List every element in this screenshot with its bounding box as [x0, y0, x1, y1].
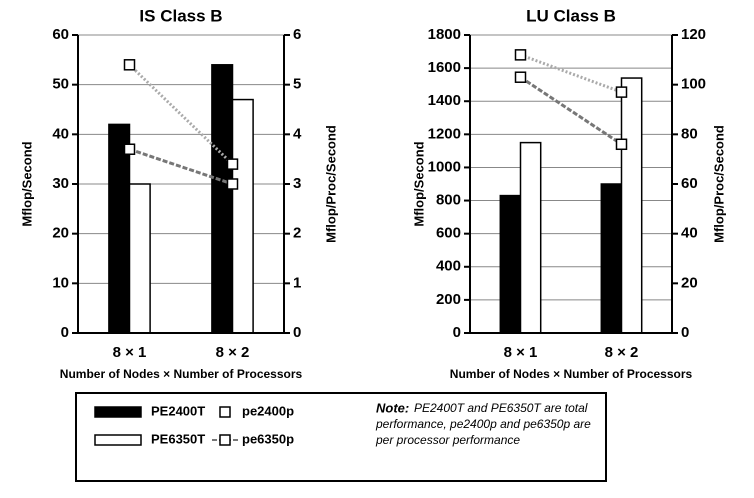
x-tick-label: 8 × 2 [216, 344, 250, 361]
y2-tick-label: 6 [293, 26, 301, 43]
chart-title: IS Class B [139, 6, 222, 25]
marker [514, 71, 527, 83]
y2-tick-label: 1 [293, 274, 301, 291]
y-tick-label: 30 [52, 175, 69, 192]
x-axis-label: Number of Nodes × Number of Processors [450, 367, 693, 381]
y-tick-label: 200 [436, 291, 461, 308]
y2-tick-label: 60 [681, 175, 698, 192]
y2-tick-label: 100 [681, 76, 706, 93]
marker [615, 86, 628, 98]
line [519, 75, 623, 146]
note-label: Note: [376, 400, 409, 415]
y-tick-label: 50 [52, 76, 69, 93]
y-axis-label: Mflop/Second [19, 141, 34, 226]
bar [211, 64, 234, 334]
y-tick-label: 1400 [428, 92, 461, 109]
legend-label: PE6350T [151, 431, 205, 446]
y2-tick-label: 3 [293, 175, 301, 192]
marker [226, 158, 239, 170]
x-tick-label: 8 × 1 [113, 344, 147, 361]
marker [226, 178, 239, 190]
note-text: PE2400T and PE6350T are total [414, 401, 588, 415]
legend-swatch [94, 406, 142, 418]
y-tick-label: 1600 [428, 59, 461, 76]
y2-tick-label: 20 [681, 274, 698, 291]
x-tick-label: 8 × 1 [504, 344, 538, 361]
y-tick-label: 0 [61, 324, 69, 341]
line [129, 147, 233, 186]
legend-label: pe2400p [242, 403, 294, 418]
y2-tick-label: 5 [293, 76, 301, 93]
chart-title: LU Class B [526, 6, 616, 25]
y2-tick-label: 0 [293, 324, 301, 341]
x-tick-label: 8 × 2 [605, 344, 639, 361]
y2-tick-label: 120 [681, 26, 706, 43]
legend-marker [219, 406, 231, 418]
legend-marker [219, 434, 231, 446]
y-tick-label: 800 [436, 192, 461, 209]
bar [620, 77, 643, 334]
y-tick-label: 60 [52, 26, 69, 43]
bar [231, 98, 254, 334]
bar [499, 194, 522, 334]
note-text: performance, pe2400p and pe6350p are [375, 417, 591, 431]
y-tick-label: 10 [52, 274, 69, 291]
y2-tick-label: 2 [293, 225, 301, 242]
legend-swatch [94, 434, 142, 446]
legend-label: PE2400T [151, 403, 205, 418]
marker [123, 143, 136, 155]
bar [600, 183, 623, 334]
y-tick-label: 1000 [428, 158, 461, 175]
y2-axis-label: Mflop/Proc/Second [323, 125, 338, 243]
y2-tick-label: 40 [681, 225, 698, 242]
marker [615, 138, 628, 151]
y-tick-label: 1800 [428, 26, 461, 43]
y2-tick-label: 0 [681, 324, 689, 341]
y-tick-label: 400 [436, 258, 461, 275]
bar [108, 123, 131, 334]
x-axis-label: Number of Nodes × Number of Processors [60, 367, 303, 381]
note-text: per processor performance [375, 433, 520, 447]
marker [514, 49, 527, 61]
y-tick-label: 40 [52, 125, 69, 142]
y-tick-label: 0 [453, 324, 461, 341]
legend-box [75, 392, 607, 482]
y-tick-label: 1200 [428, 125, 461, 142]
legend-label: pe6350p [242, 431, 294, 446]
y2-axis-label: Mflop/Proc/Second [711, 125, 726, 243]
y-tick-label: 20 [52, 225, 69, 242]
line [519, 53, 623, 94]
y2-tick-label: 80 [681, 125, 698, 142]
y-tick-label: 600 [436, 225, 461, 242]
y2-tick-label: 4 [293, 125, 302, 142]
marker [123, 59, 136, 71]
y-axis-label: Mflop/Second [411, 141, 426, 226]
bar [128, 183, 151, 334]
bar [519, 141, 542, 334]
